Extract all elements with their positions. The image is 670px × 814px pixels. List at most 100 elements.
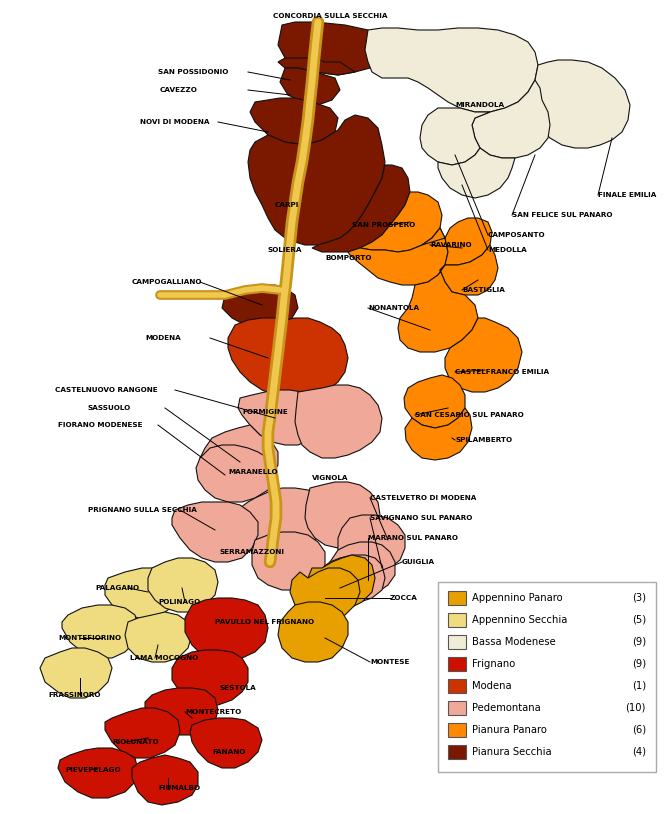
Polygon shape [398,265,478,352]
Text: CASTELNUOVO RANGONE: CASTELNUOVO RANGONE [55,387,157,393]
Polygon shape [172,650,248,705]
Bar [448,745,466,759]
Bar [438,582,656,772]
Polygon shape [320,555,385,602]
Text: (9): (9) [632,637,646,647]
Text: CARPI: CARPI [275,202,299,208]
Polygon shape [200,425,278,490]
Text: PIEVEPELAGO: PIEVEPELAGO [65,767,121,773]
Text: PAVULLO NEL FRIGNANO: PAVULLO NEL FRIGNANO [215,619,314,625]
Polygon shape [278,22,382,75]
Text: SAN PROSPERO: SAN PROSPERO [352,222,415,228]
Polygon shape [420,108,490,165]
Text: MIRANDOLA: MIRANDOLA [456,102,505,108]
Bar [448,701,466,715]
Polygon shape [290,568,360,620]
Polygon shape [405,408,472,460]
Text: ZOCCA: ZOCCA [390,595,418,601]
Polygon shape [308,555,375,610]
Text: NONANTOLA: NONANTOLA [368,305,419,311]
Polygon shape [252,532,325,590]
Text: MARANELLO: MARANELLO [228,469,277,475]
Text: (6): (6) [632,725,646,735]
Polygon shape [533,60,630,148]
Text: (9): (9) [632,659,646,669]
Polygon shape [280,68,340,105]
Text: FINALE EMILIA: FINALE EMILIA [598,192,657,198]
Text: RAVARINO: RAVARINO [430,242,472,248]
Bar [448,679,466,693]
Text: CASTELFRANCO EMILIA: CASTELFRANCO EMILIA [455,369,549,375]
Bar [448,723,466,737]
Text: CAMPOGALLIANO: CAMPOGALLIANO [132,279,202,285]
Text: FRASSINORO: FRASSINORO [48,692,100,698]
Text: MONTEFIORINO: MONTEFIORINO [58,635,121,641]
Text: Modena: Modena [472,681,512,691]
Text: MONTESE: MONTESE [370,659,409,665]
Polygon shape [132,755,198,805]
Text: CONCORDIA SULLA SECCHIA: CONCORDIA SULLA SECCHIA [273,13,387,19]
Text: MEDOLLA: MEDOLLA [488,247,527,253]
Text: SESTOLA: SESTOLA [220,685,257,691]
Text: MARANO SUL PANARO: MARANO SUL PANARO [368,535,458,541]
Text: SAN CESARIO SUL PANARO: SAN CESARIO SUL PANARO [415,412,524,418]
Polygon shape [295,385,382,458]
Text: CASTELVETRO DI MODENA: CASTELVETRO DI MODENA [370,495,476,501]
Text: (10): (10) [626,703,646,713]
Text: (4): (4) [632,747,646,757]
Text: SASSUOLO: SASSUOLO [88,405,131,411]
Polygon shape [338,515,405,572]
Polygon shape [278,58,355,75]
Text: CAVEZZO: CAVEZZO [160,87,198,93]
Polygon shape [105,568,180,618]
Text: Appennino Secchia: Appennino Secchia [472,615,567,625]
Polygon shape [360,192,442,252]
Polygon shape [190,718,262,768]
Polygon shape [438,148,515,198]
Text: RIOLUNATO: RIOLUNATO [112,739,159,745]
Polygon shape [196,445,275,502]
Text: VIGNOLA: VIGNOLA [312,475,348,481]
Text: (3): (3) [632,593,646,603]
Polygon shape [148,558,218,612]
Text: LAMA MOCOGNO: LAMA MOCOGNO [130,655,198,661]
Bar [448,613,466,627]
Polygon shape [404,375,465,428]
Text: SAN FELICE SUL PANARO: SAN FELICE SUL PANARO [512,212,612,218]
Text: FIUMALBO: FIUMALBO [158,785,200,791]
Polygon shape [228,318,348,398]
Polygon shape [365,28,538,112]
Text: Pianura Panaro: Pianura Panaro [472,725,547,735]
Polygon shape [185,598,268,662]
Text: SERRAMAZZONI: SERRAMAZZONI [220,549,285,555]
Polygon shape [440,245,498,295]
Polygon shape [422,218,492,265]
Polygon shape [238,390,322,445]
Text: BOMPORTO: BOMPORTO [325,255,371,261]
Polygon shape [250,98,338,145]
Bar [448,591,466,605]
Text: FANANO: FANANO [212,749,245,755]
Polygon shape [40,648,112,698]
Text: NOVI DI MODENA: NOVI DI MODENA [140,119,210,125]
Polygon shape [278,602,348,662]
Text: Pedemontana: Pedemontana [472,703,541,713]
Text: Pianura Secchia: Pianura Secchia [472,747,551,757]
Text: SAVIGNANO SUL PANARO: SAVIGNANO SUL PANARO [370,515,472,521]
Text: FIORANO MODENESE: FIORANO MODENESE [58,422,143,428]
Polygon shape [172,502,258,562]
Text: Frignano: Frignano [472,659,515,669]
Text: Appennino Panaro: Appennino Panaro [472,593,563,603]
Text: GUIGLIA: GUIGLIA [402,559,435,565]
Polygon shape [222,285,298,328]
Text: (1): (1) [632,681,646,691]
Text: POLINAGO: POLINAGO [158,599,200,605]
Text: (5): (5) [632,615,646,625]
Polygon shape [105,708,180,758]
Polygon shape [445,318,522,392]
Polygon shape [305,482,380,548]
Polygon shape [58,748,138,798]
Bar [448,657,466,671]
Polygon shape [312,165,410,252]
Polygon shape [62,605,138,658]
